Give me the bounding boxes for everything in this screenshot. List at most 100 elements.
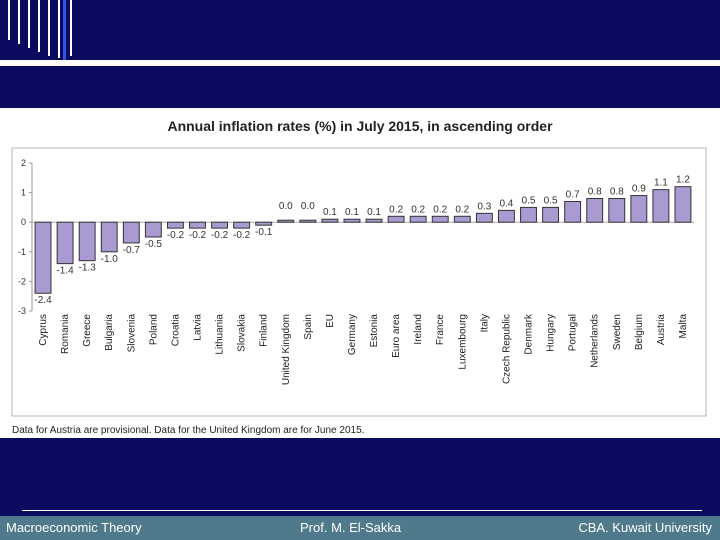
- bar-value-label: 0.8: [610, 187, 624, 198]
- bar: [255, 221, 273, 226]
- x-category-label: Bulgaria: [104, 314, 115, 351]
- bar-value-label: -0.2: [189, 230, 207, 241]
- x-category-label: Portugal: [568, 314, 579, 351]
- x-category-label: Greece: [82, 314, 93, 347]
- bar: [387, 215, 405, 223]
- x-category-label: Spain: [303, 314, 314, 340]
- bar-value-label: 0.8: [588, 187, 602, 198]
- bar: [189, 221, 206, 229]
- bar: [542, 206, 560, 223]
- bar-value-label: 0.5: [544, 195, 558, 206]
- bar: [475, 212, 493, 223]
- x-category-label: Slovakia: [237, 314, 248, 352]
- x-category-label: Croatia: [170, 314, 181, 347]
- bar-value-label: -0.2: [167, 230, 185, 241]
- header-divider-band: [0, 60, 720, 66]
- x-category-label: Romania: [60, 314, 71, 354]
- x-category-label: Euro area: [391, 314, 402, 358]
- bar-value-label: 0.0: [279, 201, 293, 212]
- decorative-stripes: [8, 0, 72, 62]
- bar: [409, 215, 427, 223]
- bar-value-label: 0.1: [367, 207, 381, 218]
- bar-value-label: -2.4: [34, 295, 52, 306]
- bar: [497, 209, 515, 223]
- x-category-label: Slovenia: [126, 314, 137, 353]
- footer-divider: [22, 510, 702, 511]
- bar-chart: 2 1 0 -1 -2 -3 -2.4 Cyprus -1.4 Romania -1.3 Greece…: [11, 147, 707, 417]
- x-category-label: Sweden: [612, 314, 623, 350]
- bar: [608, 198, 626, 223]
- bar-value-label: -1.4: [56, 266, 74, 277]
- bar: [652, 189, 670, 223]
- x-category-label: Netherlands: [590, 314, 601, 368]
- bar: [431, 215, 449, 223]
- bar-value-label: -0.2: [211, 230, 229, 241]
- bar-value-label: 0.2: [455, 204, 469, 215]
- x-category-label: Hungary: [546, 314, 557, 352]
- bar: [630, 195, 648, 223]
- bar-value-label: -0.5: [145, 239, 163, 250]
- x-category-label: France: [435, 314, 446, 346]
- bar-value-label: 1.1: [654, 178, 668, 189]
- x-category-label: Czech Republic: [501, 314, 512, 384]
- x-category-label: Austria: [656, 314, 667, 346]
- bar-value-label: 0.7: [566, 189, 580, 200]
- x-category-label: Malta: [678, 314, 689, 339]
- bar-value-label: 0.3: [477, 201, 491, 212]
- bar-value-label: 0.0: [301, 201, 315, 212]
- bar: [586, 198, 604, 223]
- footer-course-title: Macroeconomic Theory: [6, 520, 142, 535]
- bar-value-label: -0.7: [123, 245, 141, 256]
- footer-institution: CBA. Kuwait University: [578, 520, 712, 535]
- bar: [321, 218, 339, 223]
- x-category-label: Germany: [347, 314, 358, 355]
- bar: [299, 219, 317, 223]
- bar-value-label: 0.2: [389, 204, 403, 215]
- bar: [100, 221, 118, 253]
- x-category-label: Luxembourg: [457, 314, 468, 370]
- x-category-label: United Kingdom: [281, 314, 292, 385]
- footer-author: Prof. M. El-Sakka: [300, 520, 402, 535]
- y-tick-label: 1: [21, 188, 26, 198]
- bar-value-label: 1.2: [676, 175, 690, 186]
- footer-bar: Macroeconomic Theory Prof. M. El-Sakka C…: [0, 516, 720, 540]
- chart-panel: Annual inflation rates (%) in July 2015,…: [0, 108, 720, 438]
- bar-value-label: 0.1: [323, 207, 337, 218]
- bar: [343, 218, 361, 223]
- x-category-label: Lithuania: [215, 314, 226, 355]
- bar: [674, 186, 692, 223]
- bar-value-label: 0.2: [411, 204, 425, 215]
- bar: [34, 221, 52, 294]
- bar: [211, 221, 229, 229]
- bar-value-label: 0.5: [522, 195, 536, 206]
- bar: [78, 221, 96, 262]
- bar-value-label: 0.4: [499, 198, 513, 209]
- x-category-label: Finland: [259, 314, 270, 347]
- bar-value-label: 0.2: [433, 204, 447, 215]
- x-category-label: Denmark: [524, 313, 535, 355]
- x-category-label: Italy: [479, 314, 490, 332]
- bar: [122, 221, 140, 244]
- bar-value-label: -0.2: [233, 230, 251, 241]
- bar: [365, 218, 383, 223]
- y-tick-label: 2: [21, 158, 26, 168]
- x-category-label: Poland: [148, 314, 159, 345]
- y-tick-label: -2: [18, 276, 26, 286]
- bar-value-label: -0.1: [255, 227, 273, 238]
- bar: [144, 221, 162, 238]
- bar: [56, 221, 74, 265]
- x-category-label: EU: [325, 314, 336, 328]
- x-category-label: Latvia: [193, 314, 204, 341]
- y-tick-label: -1: [18, 247, 26, 257]
- y-tick-label: -3: [18, 306, 26, 316]
- y-tick-label: 0: [21, 217, 26, 227]
- bar: [233, 221, 251, 229]
- bar-value-label: -1.3: [79, 263, 97, 274]
- x-category-label: Belgium: [634, 314, 645, 350]
- x-category-label: Ireland: [413, 314, 424, 345]
- bar: [166, 221, 184, 229]
- x-category-label: Cyprus: [38, 314, 49, 346]
- bar-value-label: 0.9: [632, 184, 646, 195]
- chart-footnote: Data for Austria are provisional. Data f…: [12, 425, 365, 436]
- chart-frame: [11, 147, 707, 417]
